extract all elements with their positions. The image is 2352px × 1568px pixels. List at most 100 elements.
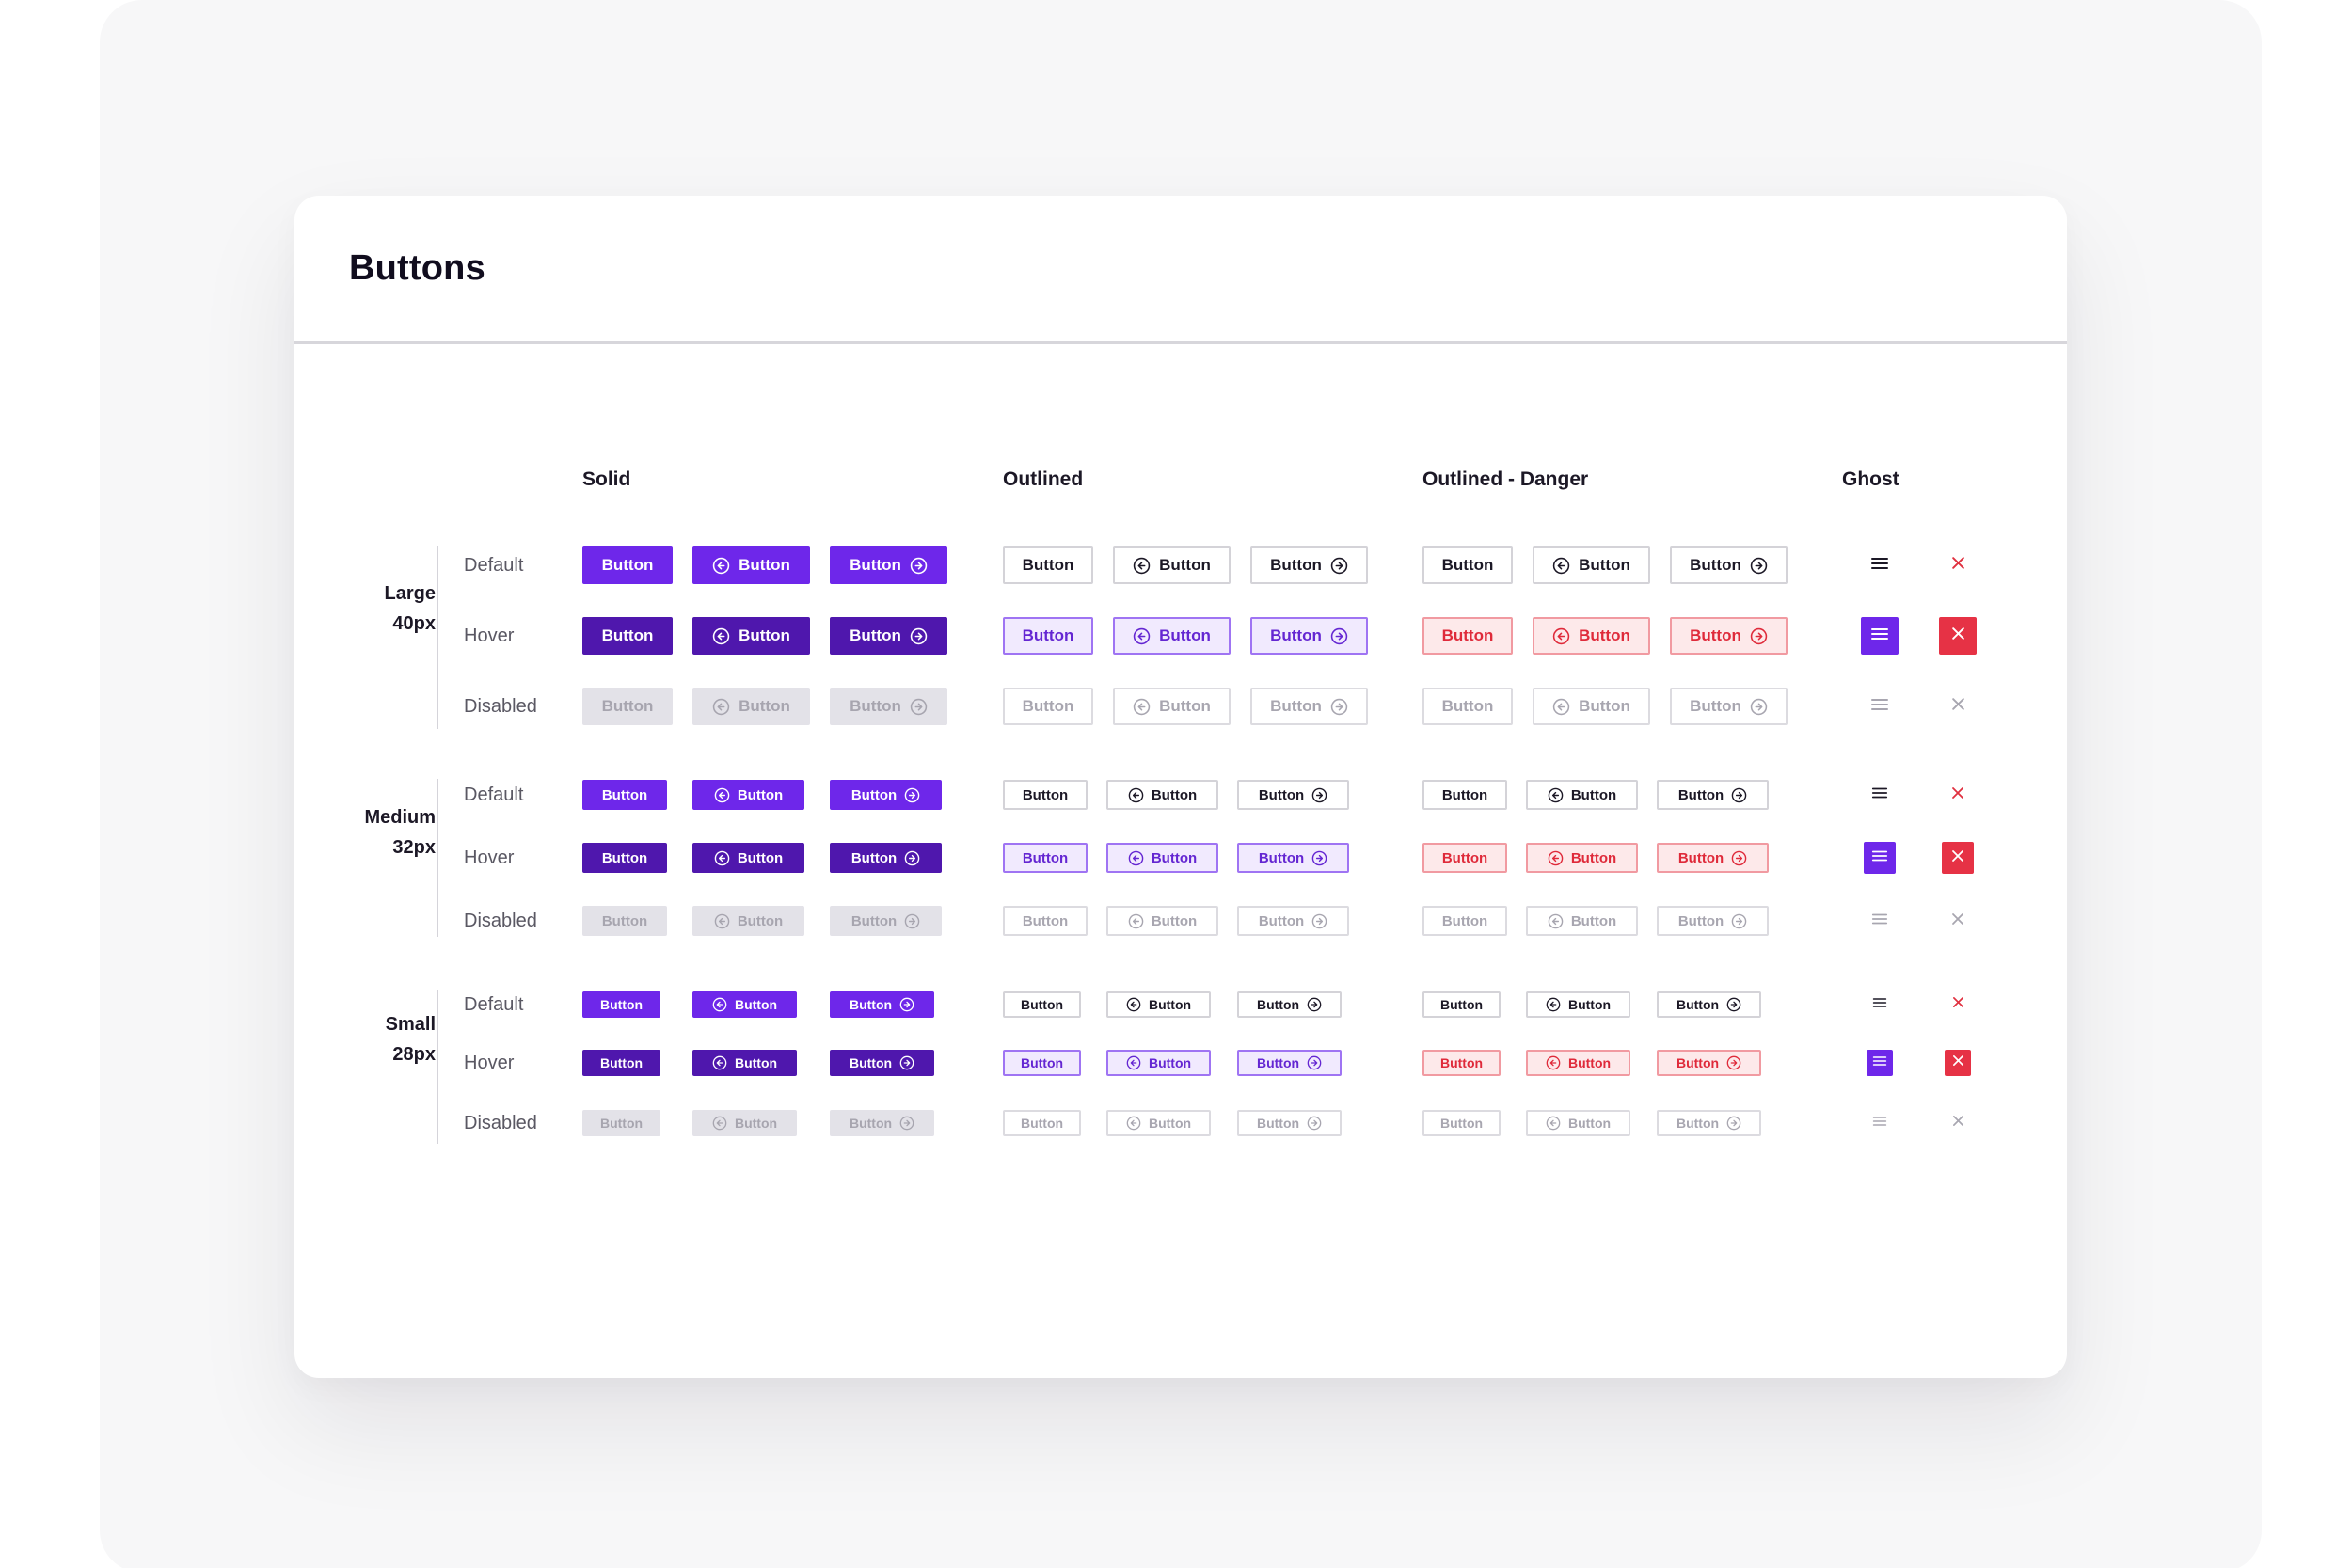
close-icon bbox=[1951, 849, 1964, 867]
ghost-menu-button[interactable] bbox=[1864, 842, 1896, 874]
solid-button-icon-left[interactable]: Button bbox=[692, 546, 810, 584]
arrow-right-circle-icon bbox=[1731, 913, 1747, 929]
solid-button-label-only[interactable]: Button bbox=[582, 991, 660, 1018]
outlined-danger-button-icon-left[interactable]: Button bbox=[1526, 780, 1638, 810]
ghost-menu-button[interactable] bbox=[1864, 779, 1896, 811]
button-label: Button bbox=[1441, 697, 1494, 715]
outlined-button-label-only[interactable]: Button bbox=[1003, 780, 1088, 810]
button-label: Button bbox=[1022, 849, 1069, 866]
outlined-danger-button-icon-left[interactable]: Button bbox=[1526, 991, 1630, 1018]
solid-button-label-only[interactable]: Button bbox=[582, 843, 667, 873]
arrow-right-circle-icon bbox=[1330, 698, 1348, 716]
outlined-button-icon-left[interactable]: Button bbox=[1106, 780, 1218, 810]
ghost-close-button[interactable] bbox=[1945, 1050, 1971, 1076]
outlined-button-label-only[interactable]: Button bbox=[1003, 1050, 1081, 1076]
ghost-menu-button[interactable] bbox=[1867, 991, 1893, 1018]
outlined-button-label-only[interactable]: Button bbox=[1003, 546, 1093, 584]
outlined-button-icon-left[interactable]: Button bbox=[1106, 843, 1218, 873]
ghost-menu-button[interactable] bbox=[1867, 1050, 1893, 1076]
solid-button-label-only[interactable]: Button bbox=[582, 546, 673, 584]
solid-button-icon-right[interactable]: Button bbox=[830, 780, 942, 810]
outlined-button-icon-right[interactable]: Button bbox=[1237, 1050, 1342, 1076]
button-label: Button bbox=[739, 697, 790, 715]
button-label: Button bbox=[850, 626, 901, 644]
outlined-danger-button-label-only[interactable]: Button bbox=[1422, 991, 1501, 1018]
outlined-danger-button-label-only[interactable]: Button bbox=[1422, 1050, 1501, 1076]
solid-button-label-only[interactable]: Button bbox=[582, 780, 667, 810]
outlined-button-icon-left[interactable]: Button bbox=[1113, 617, 1231, 655]
button-label: Button bbox=[1567, 1055, 1612, 1070]
menu-icon bbox=[1871, 911, 1888, 932]
solid-button-icon-right[interactable]: Button bbox=[830, 546, 947, 584]
column-heading-ghost: Ghost bbox=[1842, 468, 1899, 490]
solid-button-label-only: Button bbox=[582, 1110, 660, 1136]
outlined-danger-button-icon-left[interactable]: Button bbox=[1533, 617, 1650, 655]
size-name: Medium bbox=[364, 807, 436, 828]
ghost-close-button[interactable] bbox=[1939, 546, 1977, 584]
outlined-button-label-only[interactable]: Button bbox=[1003, 991, 1081, 1018]
button-label: Button bbox=[739, 556, 790, 574]
ghost-close-button[interactable] bbox=[1942, 779, 1974, 811]
solid-button-icon-right[interactable]: Button bbox=[830, 843, 942, 873]
outlined-button-icon-right[interactable]: Button bbox=[1237, 843, 1349, 873]
outlined-danger-button-icon-right[interactable]: Button bbox=[1670, 546, 1788, 584]
outlined-danger-button-icon-right[interactable]: Button bbox=[1657, 991, 1761, 1018]
outlined-danger-button-icon-right[interactable]: Button bbox=[1657, 780, 1769, 810]
button-label: Button bbox=[737, 786, 784, 803]
outlined-button-icon-left[interactable]: Button bbox=[1106, 991, 1211, 1018]
ghost-close-button[interactable] bbox=[1942, 842, 1974, 874]
outlined-button-icon-right[interactable]: Button bbox=[1237, 991, 1342, 1018]
solid-button-icon-left[interactable]: Button bbox=[692, 843, 804, 873]
solid-button-icon-right[interactable]: Button bbox=[830, 991, 934, 1018]
arrow-left-circle-icon bbox=[1552, 627, 1570, 645]
outlined-danger-button-label-only[interactable]: Button bbox=[1422, 546, 1513, 584]
outlined-button-icon-right[interactable]: Button bbox=[1237, 780, 1349, 810]
solid-button-icon-left[interactable]: Button bbox=[692, 991, 797, 1018]
button-label: Button bbox=[1441, 786, 1488, 803]
outlined-button-icon-right[interactable]: Button bbox=[1250, 546, 1368, 584]
solid-button-icon-left: Button bbox=[692, 906, 804, 936]
outlined-danger-button-label-only[interactable]: Button bbox=[1422, 843, 1507, 873]
outlined-danger-button-icon-left[interactable]: Button bbox=[1526, 843, 1638, 873]
outlined-button-label-only[interactable]: Button bbox=[1003, 843, 1088, 873]
ghost-menu-button[interactable] bbox=[1861, 546, 1899, 584]
outlined-danger-button-label-only[interactable]: Button bbox=[1422, 780, 1507, 810]
arrow-left-circle-icon bbox=[1548, 850, 1564, 866]
ghost-close-button[interactable] bbox=[1939, 617, 1977, 655]
outlined-danger-button-icon-right[interactable]: Button bbox=[1657, 843, 1769, 873]
arrow-right-circle-icon bbox=[904, 913, 920, 929]
button-label: Button bbox=[737, 912, 784, 929]
size-dimension: 32px bbox=[392, 837, 436, 858]
arrow-left-circle-icon bbox=[1128, 787, 1144, 803]
button-label: Button bbox=[599, 1116, 644, 1131]
solid-button-icon-left[interactable]: Button bbox=[692, 780, 804, 810]
outlined-danger-button-icon-left[interactable]: Button bbox=[1526, 1050, 1630, 1076]
ghost-menu-button[interactable] bbox=[1861, 617, 1899, 655]
arrow-left-circle-icon bbox=[1126, 1116, 1141, 1131]
solid-button-icon-right[interactable]: Button bbox=[830, 617, 947, 655]
outlined-button-icon-right[interactable]: Button bbox=[1250, 617, 1368, 655]
outlined-danger-button-icon-right[interactable]: Button bbox=[1657, 1050, 1761, 1076]
solid-button-icon-left[interactable]: Button bbox=[692, 617, 810, 655]
button-label: Button bbox=[1151, 912, 1198, 929]
outlined-danger-button-icon-right[interactable]: Button bbox=[1670, 617, 1788, 655]
outlined-button-icon-left[interactable]: Button bbox=[1106, 1050, 1211, 1076]
button-label: Button bbox=[849, 1116, 893, 1131]
size-label-large: Large 40px bbox=[294, 578, 436, 639]
arrow-right-circle-icon bbox=[910, 557, 928, 575]
solid-button-label-only[interactable]: Button bbox=[582, 617, 673, 655]
solid-button-icon-left[interactable]: Button bbox=[692, 1050, 797, 1076]
outlined-danger-button-icon-left[interactable]: Button bbox=[1533, 546, 1650, 584]
button-label: Button bbox=[1256, 1055, 1300, 1070]
outlined-button-label-only[interactable]: Button bbox=[1003, 617, 1093, 655]
solid-button-icon-right[interactable]: Button bbox=[830, 1050, 934, 1076]
size-group-bar bbox=[437, 546, 438, 729]
outlined-danger-button-label-only[interactable]: Button bbox=[1422, 617, 1513, 655]
arrow-left-circle-icon bbox=[1133, 557, 1151, 575]
size-group-bar bbox=[437, 779, 438, 937]
solid-button-label-only[interactable]: Button bbox=[582, 1050, 660, 1076]
ghost-close-button[interactable] bbox=[1945, 991, 1971, 1018]
outlined-button-label-only: Button bbox=[1003, 906, 1088, 936]
close-icon bbox=[1951, 786, 1964, 804]
outlined-button-icon-left[interactable]: Button bbox=[1113, 546, 1231, 584]
